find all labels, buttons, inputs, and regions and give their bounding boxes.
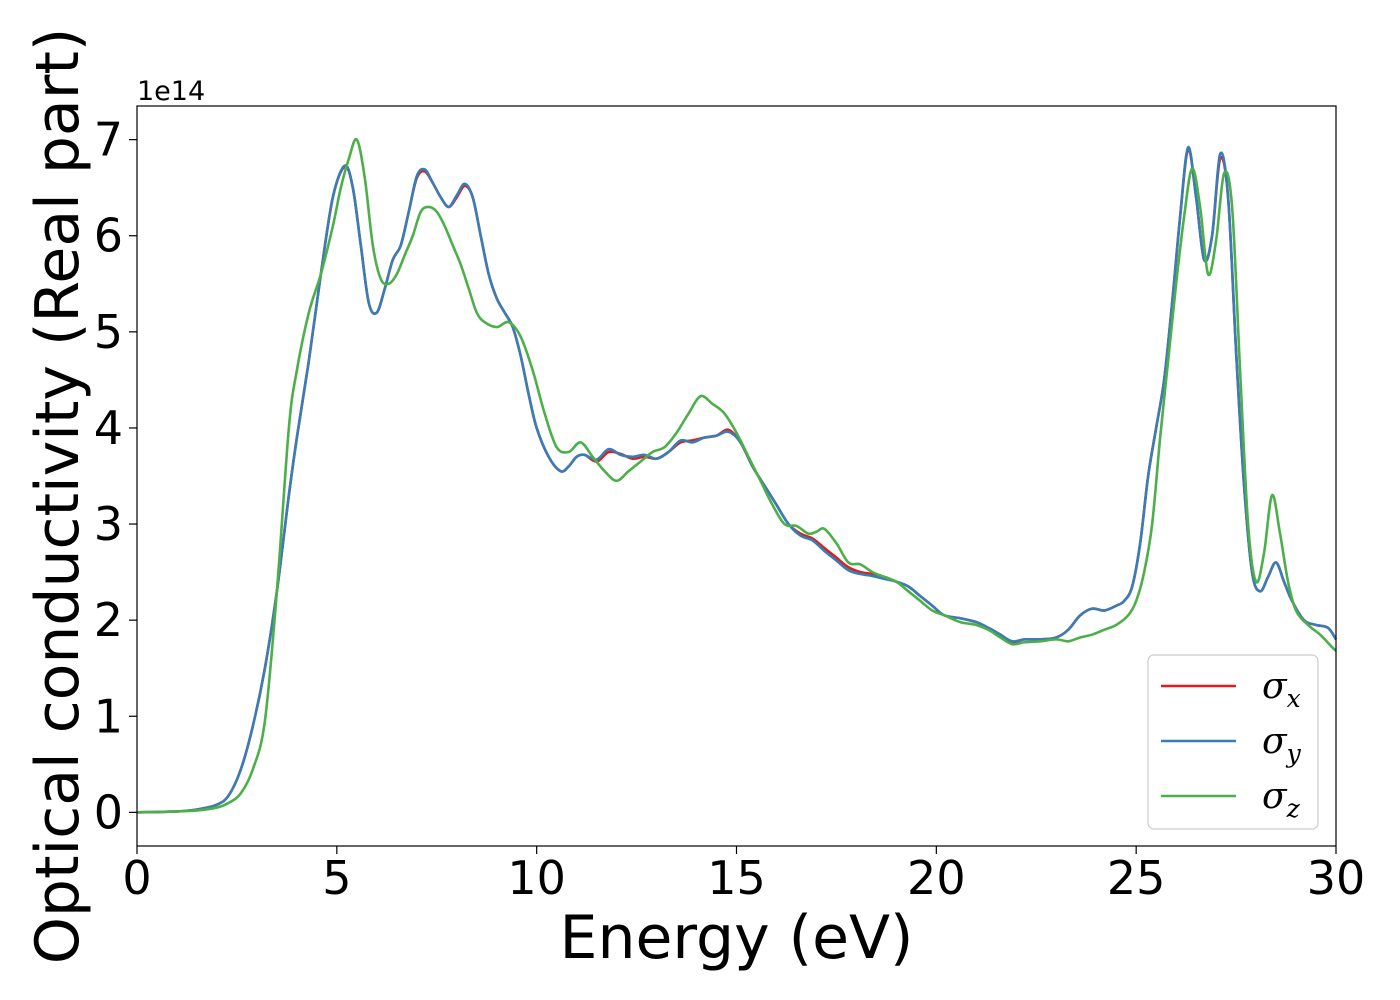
y-tick-label: 1 [94, 689, 123, 743]
legend-item-sigma-z: σz [1161, 776, 1301, 823]
y-axis: 0 1 2 3 4 5 6 7 [94, 113, 137, 839]
x-tick-label: 15 [707, 851, 766, 905]
y-tick-label: 5 [94, 305, 123, 359]
x-tick-label: 20 [907, 851, 966, 905]
x-tick-label: 5 [322, 851, 351, 905]
y-tick-label: 0 [94, 785, 123, 839]
series-layer [136, 137, 1338, 814]
y-tick-label: 4 [94, 401, 123, 455]
legend: σx σy σz [1147, 654, 1319, 830]
legend-label: σz [1262, 776, 1301, 823]
legend-item-sigma-x: σx [1161, 666, 1301, 713]
y-tick-label: 3 [94, 497, 123, 551]
x-tick-label: 30 [1307, 851, 1366, 905]
legend-label: σx [1262, 666, 1301, 713]
x-tick-label: 0 [122, 851, 151, 905]
legend-label: σy [1262, 721, 1302, 768]
y-offset-label: 1e14 [137, 76, 205, 107]
x-tick-label: 25 [1107, 851, 1166, 905]
x-tick-label: 10 [507, 851, 566, 905]
legend-item-sigma-y: σy [1161, 721, 1302, 768]
x-axis: 0 5 10 15 20 25 30 [122, 846, 1365, 905]
y-tick-label: 6 [94, 209, 123, 263]
x-axis-label: Energy (eV) [560, 903, 914, 973]
y-tick-label: 2 [94, 593, 123, 647]
series-line-z [136, 137, 1337, 814]
y-tick-label: 7 [94, 113, 123, 167]
y-axis-label: Optical conductivity (Real part) [23, 28, 93, 965]
